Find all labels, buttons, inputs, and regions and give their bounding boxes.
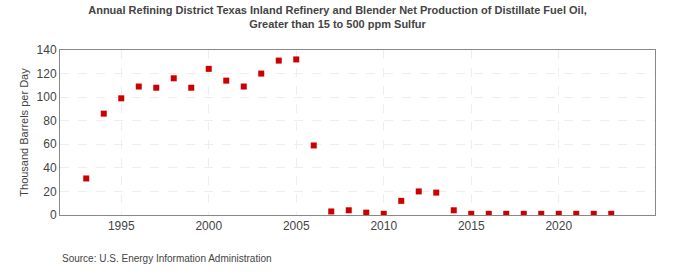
svg-text:2020: 2020: [545, 219, 572, 233]
svg-text:1995: 1995: [108, 219, 135, 233]
svg-text:Thousand Barrels per Day: Thousand Barrels per Day: [18, 68, 30, 197]
svg-text:60: 60: [43, 137, 57, 151]
svg-text:140: 140: [37, 43, 57, 57]
svg-text:Source: U.S. Energy Informatio: Source: U.S. Energy Information Administ…: [62, 253, 272, 264]
svg-text:2000: 2000: [195, 219, 222, 233]
svg-text:Annual Refining District Texas: Annual Refining District Texas Inland Re…: [88, 4, 587, 30]
svg-text:40: 40: [43, 161, 57, 175]
svg-text:120: 120: [37, 67, 57, 81]
svg-text:0: 0: [50, 208, 57, 222]
svg-text:2010: 2010: [370, 219, 397, 233]
svg-text:20: 20: [43, 185, 57, 199]
svg-text:2015: 2015: [458, 219, 485, 233]
svg-text:2005: 2005: [283, 219, 310, 233]
svg-text:80: 80: [43, 114, 57, 128]
svg-text:100: 100: [37, 90, 57, 104]
